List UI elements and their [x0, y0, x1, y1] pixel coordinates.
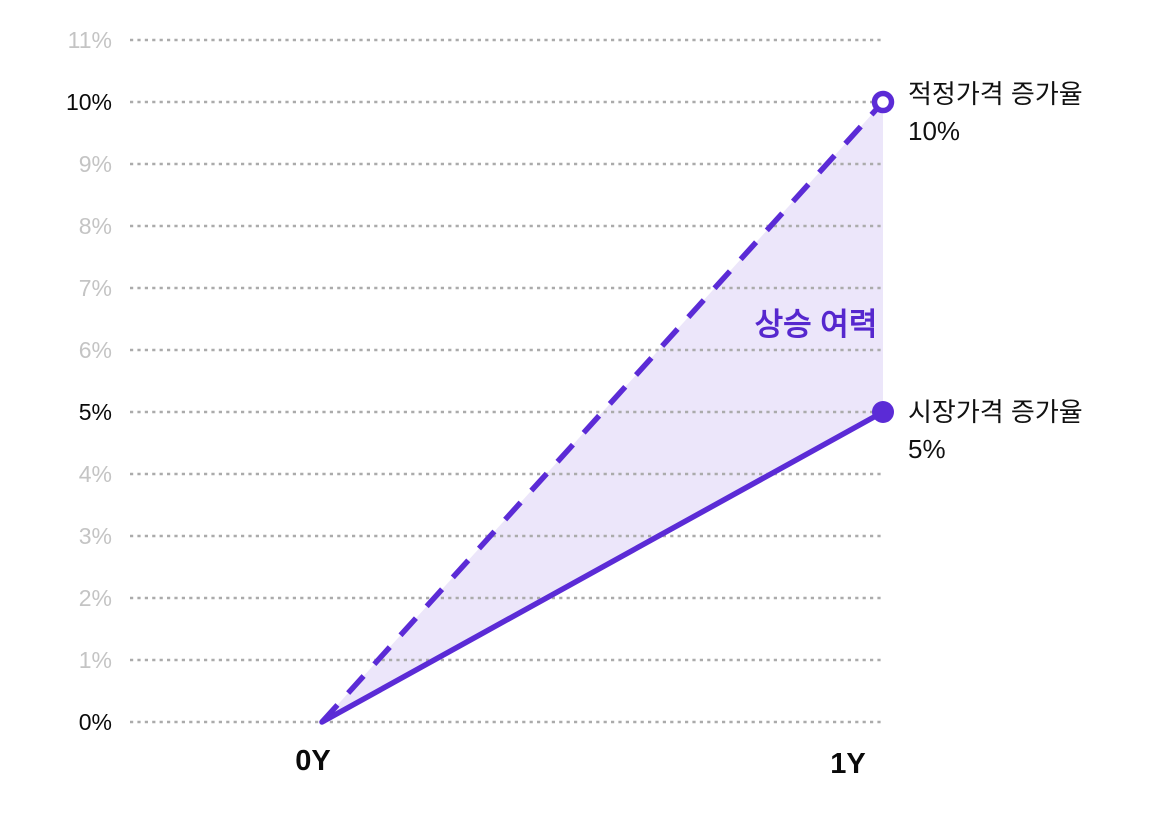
upside-annotation: 상승 여력 [754, 307, 878, 342]
fair-price-series-label-text: 적정가격 증가율 [908, 79, 1083, 109]
y-tick-label-2-percent: 2% [79, 585, 112, 611]
y-tick-label-8-percent: 8% [79, 213, 112, 239]
y-tick-label-5-percent: 5% [79, 399, 112, 425]
market-price-series-label: 시장가격 증가율 5% [908, 394, 1083, 468]
y-tick-label-7-percent: 7% [79, 275, 112, 301]
x-axis-label-0y: 0Y [295, 745, 331, 777]
y-tick-label-4-percent: 4% [79, 461, 112, 487]
market-price-solid-line [319, 409, 886, 725]
y-tick-label-9-percent: 9% [79, 151, 112, 177]
market-price-series-label-value: 5% [908, 434, 946, 464]
y-axis-tick-labels: 0% 1% 2% 3% 4% 5% 6% 7% 8% 9% 10% 11% [66, 27, 112, 735]
fair-price-series-label: 적정가격 증가율 10% [908, 76, 1083, 150]
fair-price-open-circle-marker [871, 90, 895, 114]
y-tick-label-3-percent: 3% [79, 523, 112, 549]
y-tick-label-10-percent: 10% [66, 89, 112, 115]
fair-price-dashed-line [319, 100, 886, 724]
y-tick-label-6-percent: 6% [79, 337, 112, 363]
market-price-series-label-text: 시장가격 증가율 [908, 397, 1083, 427]
y-tick-label-11-percent: 11% [68, 27, 112, 53]
y-tick-label-0-percent: 0% [79, 709, 112, 735]
fair-price-series-label-value: 10% [908, 116, 961, 146]
x-axis-label-1y: 1Y [830, 748, 866, 780]
y-tick-label-1-percent: 1% [79, 647, 112, 673]
market-price-filled-circle-marker [872, 401, 894, 423]
